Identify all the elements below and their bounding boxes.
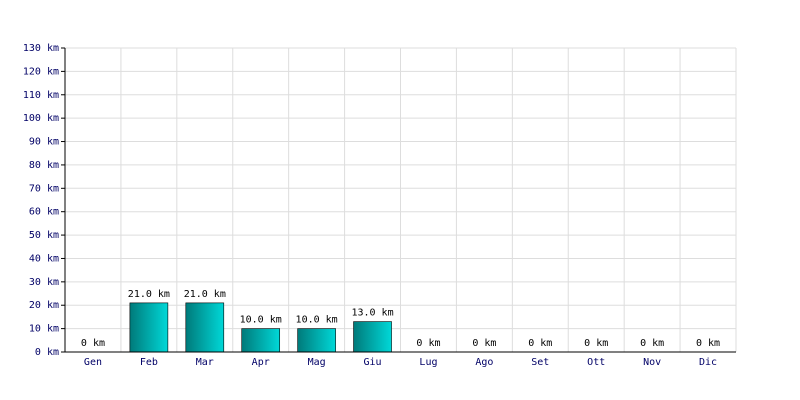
value-label: 0 km <box>416 338 440 349</box>
value-label: 10.0 km <box>296 315 338 326</box>
x-tick-label: Apr <box>252 357 270 368</box>
value-label: 13.0 km <box>351 308 393 319</box>
y-tick-label: 130 km <box>23 43 59 54</box>
x-tick-label: Giu <box>364 357 382 368</box>
x-tick-label: Set <box>531 357 549 368</box>
y-tick-label: 50 km <box>29 230 59 241</box>
bar <box>241 328 281 353</box>
y-tick-label: 10 km <box>29 324 59 335</box>
bar <box>297 328 336 353</box>
bar <box>353 321 392 353</box>
y-tick-label: 80 km <box>29 160 59 171</box>
x-tick-label: Dic <box>699 357 717 368</box>
y-tick-label: 30 km <box>29 277 59 288</box>
value-label: 0 km <box>81 338 105 349</box>
value-label: 21.0 km <box>128 289 170 300</box>
bar <box>129 302 169 353</box>
x-tick-label: Mag <box>308 357 326 368</box>
y-tick-label: 60 km <box>29 207 59 218</box>
y-tick-label: 90 km <box>29 137 59 148</box>
y-tick-label: 100 km <box>23 113 59 124</box>
x-tick-label: Mar <box>196 357 214 368</box>
x-tick-label: Ago <box>475 357 493 368</box>
value-label: 0 km <box>472 338 496 349</box>
x-tick-label: Feb <box>140 357 158 368</box>
y-tick-label: 120 km <box>23 66 59 77</box>
bar <box>185 302 225 353</box>
x-tick-label: Lug <box>419 357 437 368</box>
value-label: 0 km <box>584 338 608 349</box>
value-label: 21.0 km <box>184 289 226 300</box>
y-tick-label: 70 km <box>29 183 59 194</box>
value-label: 10.0 km <box>240 315 282 326</box>
value-label: 0 km <box>640 338 664 349</box>
y-tick-label: 20 km <box>29 300 59 311</box>
value-label: 0 km <box>696 338 720 349</box>
x-tick-label: Ott <box>587 357 605 368</box>
x-tick-label: Gen <box>84 357 102 368</box>
x-tick-label: Nov <box>643 357 661 368</box>
y-tick-label: 40 km <box>29 253 59 264</box>
y-tick-label: 110 km <box>23 90 59 101</box>
y-tick-label: 0 km <box>35 347 59 358</box>
value-label: 0 km <box>528 338 552 349</box>
